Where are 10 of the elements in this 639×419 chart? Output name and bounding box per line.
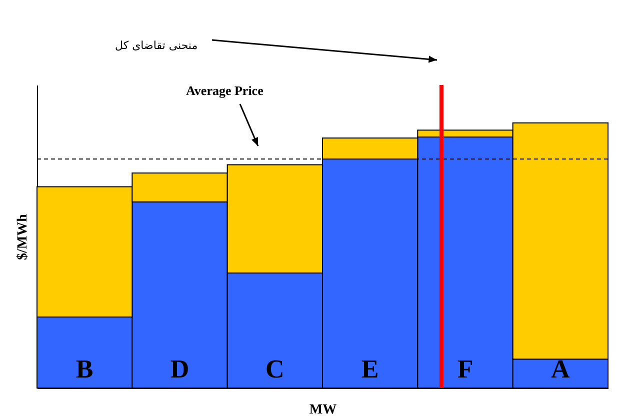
x-tick-label: B [76, 354, 94, 384]
ref-line-label: Average Price [186, 83, 264, 99]
x-tick-label: D [170, 354, 190, 384]
text: منحنی تقاضای کل [115, 39, 198, 52]
x-tick-label: E [361, 354, 379, 384]
x-tick-label: C [266, 354, 284, 384]
x-tick-label: A [551, 354, 570, 384]
y-axis-title: $/MWh [16, 214, 30, 260]
x-tick-label: F [457, 354, 474, 384]
x-axis-title: MW [309, 402, 337, 418]
